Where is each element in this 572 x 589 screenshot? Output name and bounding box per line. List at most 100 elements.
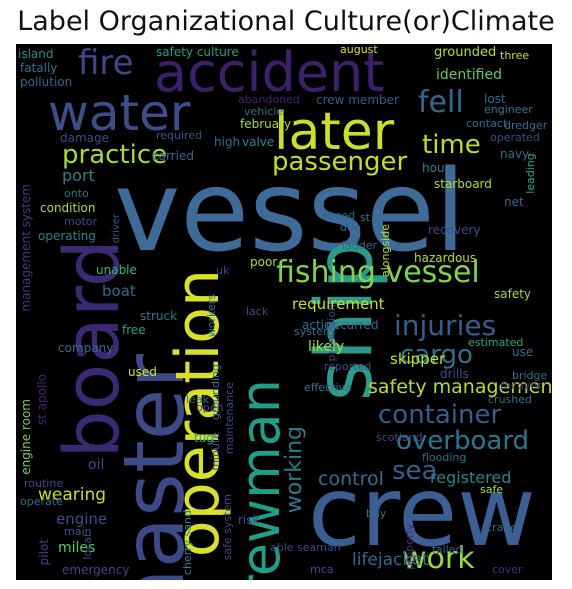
word: st apollo xyxy=(35,374,49,426)
word: management system xyxy=(19,184,33,312)
word: onto xyxy=(64,187,89,200)
word: company xyxy=(58,341,114,355)
word: water xyxy=(48,84,191,142)
word: occurred xyxy=(326,318,379,332)
word: crew xyxy=(308,456,536,568)
word: engineer xyxy=(484,103,533,116)
word: uk xyxy=(216,264,230,277)
word: cover xyxy=(492,563,523,576)
word: fishing vessel xyxy=(276,255,480,290)
word: hour xyxy=(422,161,450,175)
word: likely xyxy=(308,339,345,355)
word: working xyxy=(282,426,307,514)
word: effective xyxy=(304,381,352,394)
word: recovery xyxy=(428,223,481,237)
word: bay xyxy=(366,507,387,520)
word: boat xyxy=(102,282,136,300)
word: miles xyxy=(58,540,96,556)
word: high xyxy=(214,135,241,149)
word: safety xyxy=(494,287,532,301)
word: engine room xyxy=(19,399,33,475)
word: due xyxy=(340,221,361,234)
word: ladder xyxy=(342,239,378,252)
word: fatally xyxy=(20,61,58,75)
word: safe xyxy=(480,483,504,496)
word: oil xyxy=(88,457,105,473)
word: failed xyxy=(432,543,463,556)
word: requirement xyxy=(292,295,385,313)
word: safety management xyxy=(368,376,552,398)
word: workers xyxy=(205,294,218,338)
word: wearing xyxy=(38,485,107,505)
word: overboard xyxy=(396,426,530,456)
word: use xyxy=(512,345,534,359)
word: february xyxy=(240,117,292,131)
word: operate xyxy=(20,495,63,508)
word: crushed xyxy=(488,393,532,406)
word: tug xyxy=(194,431,214,445)
word: flooding xyxy=(422,451,467,464)
word: leading xyxy=(523,153,537,194)
word: lost xyxy=(484,92,506,106)
word: poor xyxy=(250,255,278,269)
word: reported xyxy=(324,360,372,373)
word: drills xyxy=(440,367,469,381)
word: abandoned xyxy=(238,93,300,106)
word: passenger xyxy=(272,147,408,177)
word: accident xyxy=(154,44,385,104)
word: st xyxy=(360,211,371,224)
word: crane xyxy=(486,521,518,534)
word: lifejacket xyxy=(352,550,429,570)
word: cargo xyxy=(400,340,473,370)
word: mca xyxy=(310,563,334,576)
word: speed xyxy=(322,209,356,222)
word: system xyxy=(294,325,334,338)
word: open xyxy=(196,401,224,414)
word: engine xyxy=(56,510,108,528)
word: estimated xyxy=(468,336,524,349)
word: navy xyxy=(500,147,530,161)
word: three xyxy=(500,49,530,62)
word: vehicle xyxy=(244,105,284,118)
word: leak xyxy=(186,393,209,406)
word: motor xyxy=(64,215,98,228)
word: container xyxy=(378,400,502,430)
word: starboard xyxy=(434,177,492,191)
word-cloud: vessel crew ship master board operation … xyxy=(16,44,552,580)
word: scotland xyxy=(376,431,423,444)
word: condition xyxy=(40,201,96,215)
word: emergency xyxy=(62,563,130,577)
word: required xyxy=(156,129,203,142)
word: fire xyxy=(78,44,134,83)
word: driver xyxy=(111,214,122,244)
word: island xyxy=(18,47,54,61)
word: grounded xyxy=(434,45,497,60)
word: vessel xyxy=(114,147,466,277)
word: registered xyxy=(430,468,512,487)
word: crew member xyxy=(316,93,399,107)
word: control xyxy=(318,468,384,490)
word: properly xyxy=(403,524,416,570)
word: injuries xyxy=(394,309,497,342)
word: risk xyxy=(238,513,260,527)
word: valve xyxy=(242,135,275,149)
word: routine xyxy=(24,477,64,490)
word: alongside xyxy=(379,224,392,278)
word: port xyxy=(62,166,95,185)
word: time xyxy=(422,130,481,160)
word: pollution xyxy=(20,75,73,89)
word: used xyxy=(128,365,157,379)
word: free xyxy=(122,323,146,337)
chart-title: Label Organizational Culture(or)Climate xyxy=(17,6,555,37)
word: later xyxy=(274,102,395,162)
word: work xyxy=(402,541,475,576)
word: net xyxy=(504,195,524,209)
word: struck xyxy=(140,309,178,323)
word: contact xyxy=(466,117,508,130)
word: maintenance xyxy=(223,382,236,455)
word: operating xyxy=(38,229,96,243)
word: pilot xyxy=(37,539,51,566)
word: action xyxy=(302,318,339,332)
word: damage xyxy=(60,131,110,145)
word: operated xyxy=(490,131,540,144)
